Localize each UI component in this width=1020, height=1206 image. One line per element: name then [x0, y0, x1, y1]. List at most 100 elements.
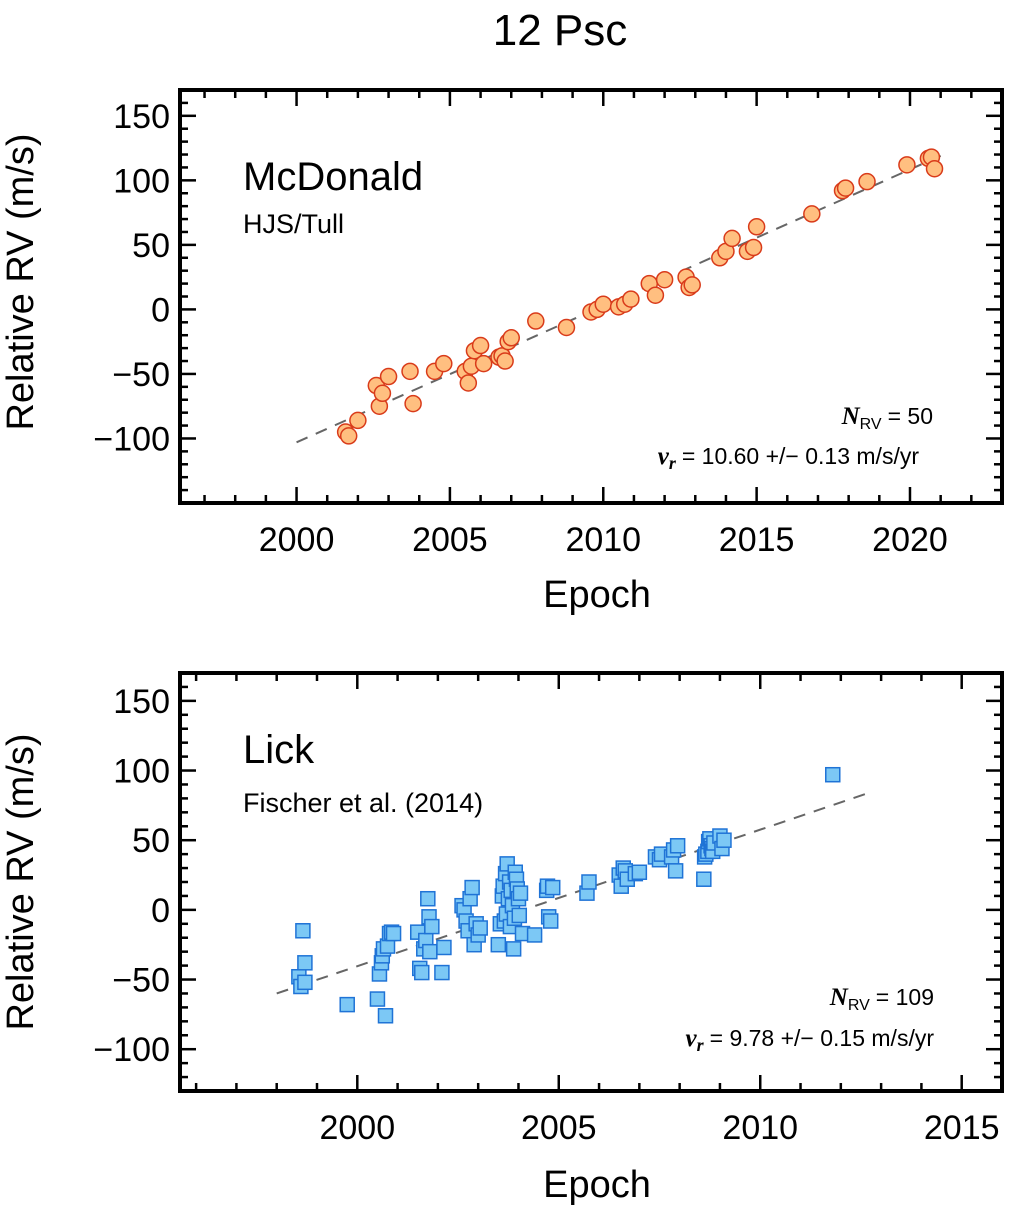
lick-trend-line [276, 790, 874, 995]
mcdonald-ticks [180, 88, 1004, 505]
y-tick-label: 150 [113, 98, 170, 136]
mcdonald-trend-annotation: vr = 10.60 +/− 0.13 m/s/yr [658, 443, 920, 473]
data-point [502, 329, 521, 347]
lick-reference-label: Fischer et al. (2014) [243, 788, 483, 818]
figure-title: 12 Psc [493, 6, 628, 55]
x-tick-label: 2010 [565, 521, 641, 559]
data-point [459, 374, 478, 392]
data-point [464, 879, 480, 896]
trend-value: = 9.78 +/− 0.15 m/s/yr [710, 1025, 935, 1051]
data-point [471, 336, 490, 355]
data-point [716, 832, 732, 848]
x-tick-label: 2015 [719, 521, 795, 559]
x-tick-label: 2005 [521, 1109, 597, 1147]
data-point [295, 923, 311, 939]
data-point [505, 941, 522, 957]
y-tick-label: −50 [112, 356, 170, 394]
data-point [925, 159, 944, 178]
y-tick-label: 50 [132, 822, 170, 860]
x-tick-label: 2015 [924, 1109, 1000, 1147]
x-tick-label: 2000 [259, 521, 335, 559]
data-point [379, 367, 398, 386]
lick-instrument-label: Lick [243, 728, 315, 772]
data-point [836, 179, 855, 197]
y-tick-label: 0 [151, 892, 170, 930]
x-tick-label: 2010 [722, 1109, 798, 1147]
mcdonald-xlabel: Epoch [543, 574, 651, 616]
x-tick-label: 2020 [872, 521, 948, 559]
data-point [696, 871, 712, 887]
v-symbol: v [686, 1025, 698, 1052]
data-point [655, 270, 674, 289]
y-tick-label: −100 [93, 420, 170, 458]
n-value: = 109 [876, 984, 934, 1010]
x-tick-label: 2000 [319, 1109, 395, 1147]
mcdonald-plot-frame [178, 88, 1004, 505]
trend-value: = 10.60 +/− 0.13 m/s/yr [682, 443, 920, 469]
data-point [803, 205, 821, 223]
data-point [297, 955, 313, 971]
mcdonald-panel: Relative RV (m/s) Epoch 2000 2005 2010 2015… [0, 88, 1004, 616]
data-point [414, 964, 430, 981]
data-point [825, 766, 841, 783]
y-tick-label: −50 [112, 962, 170, 1000]
data-point [581, 874, 597, 890]
data-point [723, 229, 741, 248]
y-tick-label: 100 [113, 753, 170, 791]
data-point [339, 996, 355, 1013]
data-point [512, 885, 529, 901]
trend-line [276, 790, 874, 995]
lick-tick-labels: 2000 2005 2010 2015 −100 −50 0 50 100 150 [93, 683, 999, 1147]
mcdonald-n-rv-annotation: NRV = 50 [841, 403, 933, 433]
data-point [401, 362, 419, 381]
data-point [297, 974, 313, 991]
data-point [349, 411, 367, 430]
v-subscript: r [669, 453, 677, 473]
n-symbol: N [829, 984, 849, 1011]
mcdonald-instrument-label: McDonald [243, 155, 423, 199]
data-point [490, 936, 507, 953]
lick-data-points [291, 766, 841, 1024]
x-tick-label: 2005 [412, 521, 488, 559]
data-point [622, 290, 640, 308]
lick-ylabel: Relative RV (m/s) [0, 733, 42, 1030]
lick-trend-annotation: vr = 9.78 +/− 0.15 m/s/yr [686, 1025, 935, 1055]
data-point [422, 943, 438, 960]
data-point [511, 907, 528, 924]
v-subscript: r [697, 1035, 705, 1055]
data-point [542, 913, 559, 929]
data-point [667, 863, 684, 879]
data-point [377, 1008, 394, 1024]
data-point [527, 312, 545, 330]
y-tick-label: 0 [151, 291, 170, 329]
data-point [747, 218, 766, 236]
lick-n-rv-annotation: NRV = 109 [829, 984, 934, 1014]
lick-plot-frame [178, 671, 1004, 1093]
data-point [369, 991, 386, 1007]
y-tick-label: 100 [113, 162, 170, 200]
data-point [424, 918, 440, 935]
data-point [420, 890, 436, 907]
data-point [436, 939, 452, 956]
data-point [669, 838, 686, 854]
data-point [898, 156, 916, 174]
data-point [474, 354, 493, 373]
data-point [646, 286, 665, 304]
data-point [544, 879, 561, 896]
n-subscript: RV [848, 997, 870, 1014]
data-point [557, 318, 576, 337]
data-point [683, 276, 701, 294]
mcdonald-data-points [336, 148, 944, 445]
n-subscript: RV [860, 416, 882, 433]
data-point [385, 925, 402, 942]
data-point [339, 427, 358, 445]
mcdonald-ylabel: Relative RV (m/s) [0, 133, 42, 430]
y-tick-label: 50 [132, 227, 170, 265]
y-tick-label: −100 [93, 1031, 170, 1069]
n-value: = 50 [888, 403, 933, 429]
data-point [526, 927, 543, 943]
y-tick-label: 150 [113, 683, 170, 721]
data-point [434, 964, 450, 981]
data-point [496, 352, 514, 370]
